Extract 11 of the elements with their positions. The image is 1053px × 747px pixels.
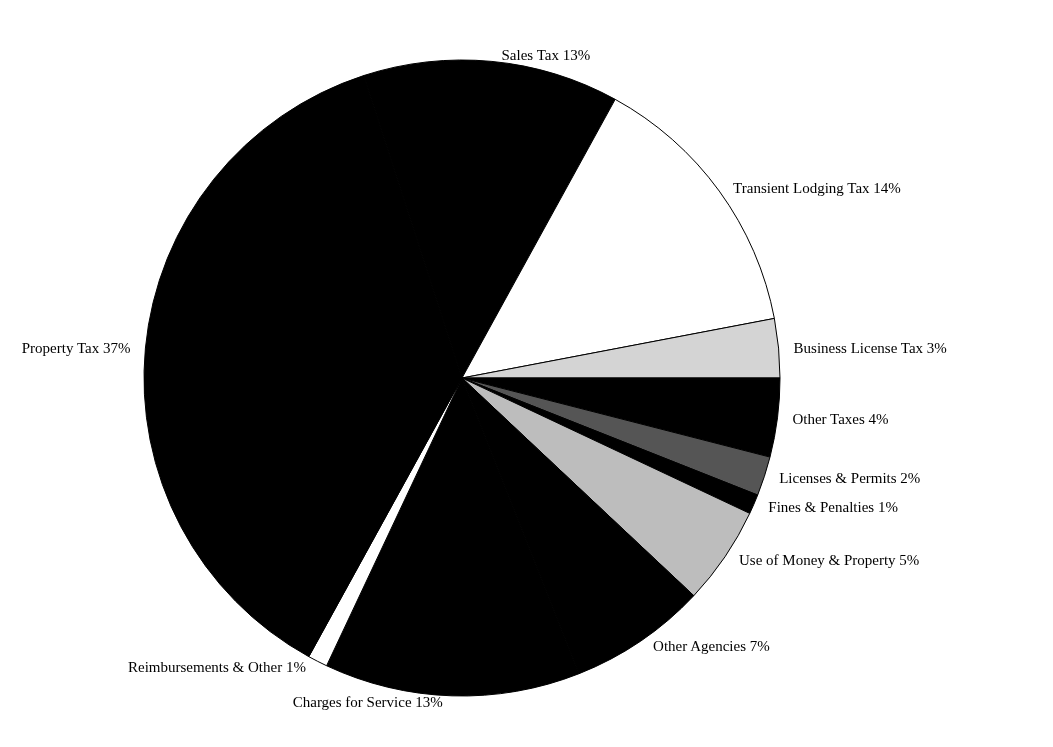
slice-label: Other Taxes 4% [792,410,889,427]
slice-label: Sales Tax 13% [501,47,591,64]
slice-label: Use of Money & Property 5% [738,552,920,569]
slice-label: Other Agencies 7% [653,637,770,654]
slice-label: Fines & Penalties 1% [768,498,898,515]
slice-label: Transient Lodging Tax 14% [733,179,901,196]
slice-label: Charges for Service 13% [292,693,443,710]
slice-label: Reimbursements & Other 1% [128,658,306,675]
slice-label: Licenses & Permits 2% [779,470,921,487]
slice-label: Business License Tax 3% [793,339,947,356]
slice-label: Property Tax 37% [21,339,131,356]
